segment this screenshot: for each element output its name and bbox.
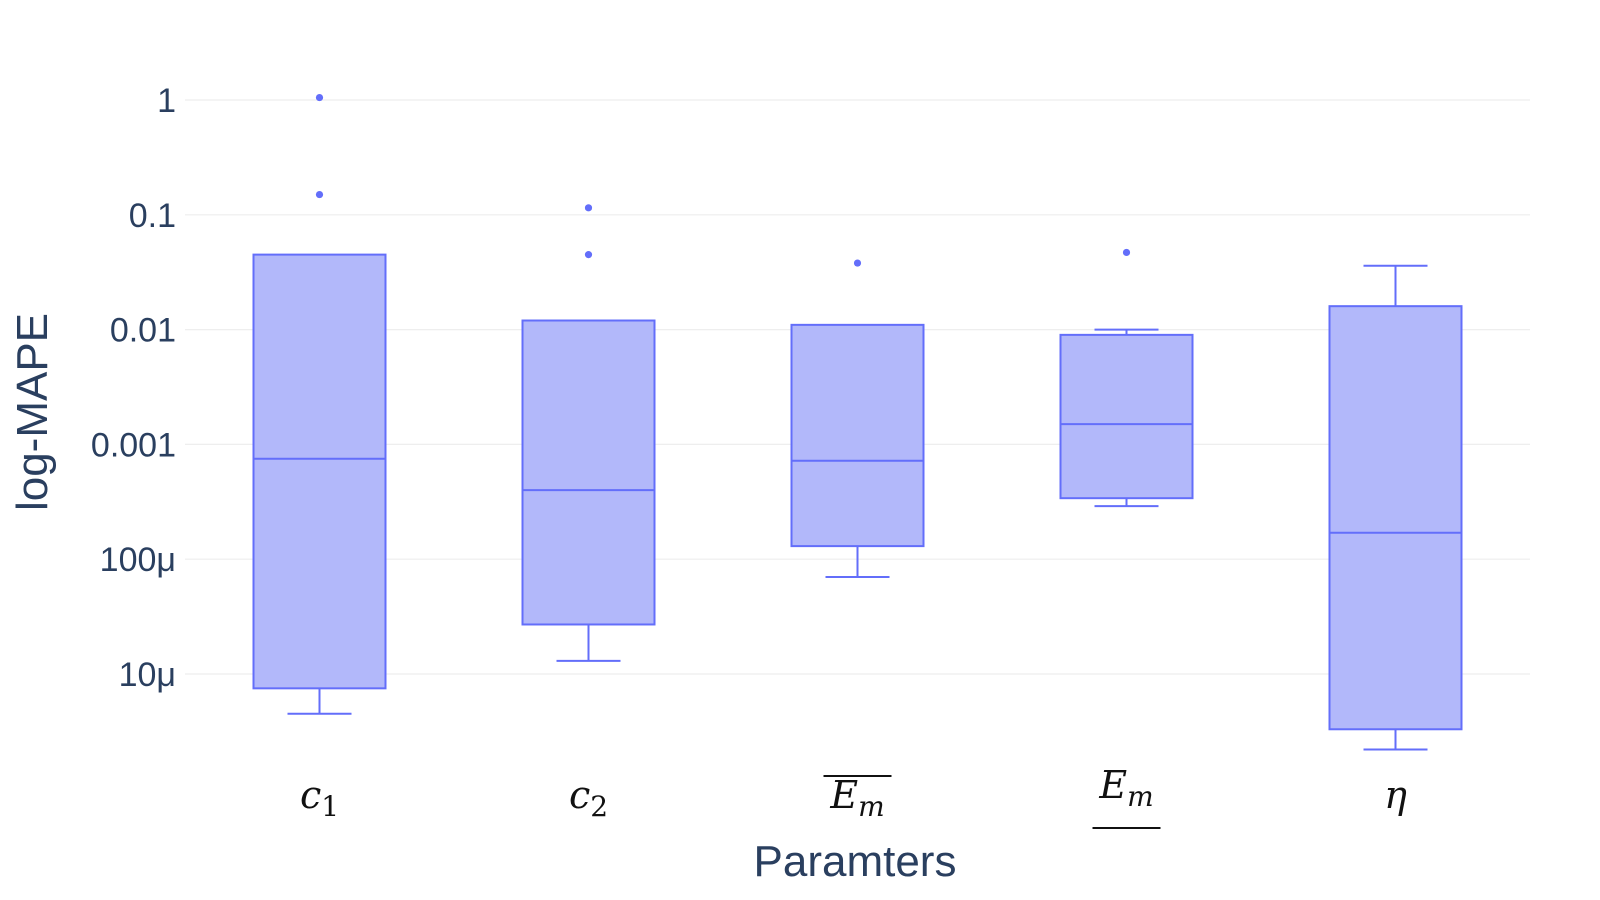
x-category-base-2: E bbox=[829, 773, 858, 817]
x-category-label-4: η bbox=[1384, 773, 1407, 817]
x-axis-category-labels: c1 c2 Em Em η bbox=[300, 763, 1407, 829]
y-tick-label-4: 0.1 bbox=[129, 197, 176, 235]
box-1-outlier-1 bbox=[584, 204, 593, 212]
box-series bbox=[252, 93, 1463, 751]
x-category-base-0: c bbox=[300, 773, 321, 817]
x-axis-title: Paramters bbox=[754, 837, 957, 886]
box-0-outlier-1 bbox=[315, 93, 324, 102]
x-category-label-2: Em bbox=[823, 773, 892, 823]
y-axis-tick-labels: 10μ 100μ 0.001 0.01 0.1 1 bbox=[91, 82, 176, 694]
x-category-text-3: Em bbox=[1098, 763, 1153, 813]
x-category-subscript-1: 2 bbox=[590, 790, 608, 823]
box-1-outlier-0 bbox=[584, 251, 593, 259]
x-category-label-0: c1 bbox=[300, 773, 339, 823]
x-category-base-3: E bbox=[1098, 763, 1127, 807]
x-category-text-4: η bbox=[1384, 773, 1407, 817]
y-tick-label-3: 0.01 bbox=[110, 312, 176, 350]
x-category-base-4: η bbox=[1384, 773, 1407, 817]
x-category-text-1: c2 bbox=[569, 773, 608, 823]
y-tick-label-5: 1 bbox=[157, 82, 176, 120]
y-tick-label-2: 0.001 bbox=[91, 426, 176, 464]
box-2 bbox=[790, 259, 925, 578]
y-tick-label-1: 100μ bbox=[100, 541, 176, 579]
x-category-text-2: Em bbox=[829, 773, 884, 823]
y-tick-label-0: 10μ bbox=[119, 656, 176, 694]
box-3 bbox=[1059, 248, 1194, 508]
y-axis-title: log-MAPE bbox=[8, 313, 57, 511]
box-2-body bbox=[790, 323, 925, 548]
box-0 bbox=[252, 93, 387, 715]
box-2-outlier-0 bbox=[853, 259, 862, 267]
box-1 bbox=[521, 204, 656, 662]
box-3-body bbox=[1059, 333, 1194, 500]
x-category-label-3: Em bbox=[1092, 763, 1161, 829]
x-category-base-1: c bbox=[569, 773, 590, 817]
x-category-subscript-3: m bbox=[1127, 780, 1154, 813]
box-4-body bbox=[1328, 305, 1463, 731]
x-category-subscript-2: m bbox=[858, 790, 885, 823]
box-0-body bbox=[252, 253, 387, 690]
x-category-subscript-0: 1 bbox=[321, 790, 339, 823]
x-category-text-0: c1 bbox=[300, 773, 339, 823]
box-3-outlier-0 bbox=[1122, 248, 1131, 257]
box-4 bbox=[1328, 264, 1463, 751]
box-0-outlier-0 bbox=[315, 190, 324, 199]
box-1-body bbox=[521, 319, 656, 626]
x-category-label-1: c2 bbox=[569, 773, 608, 823]
